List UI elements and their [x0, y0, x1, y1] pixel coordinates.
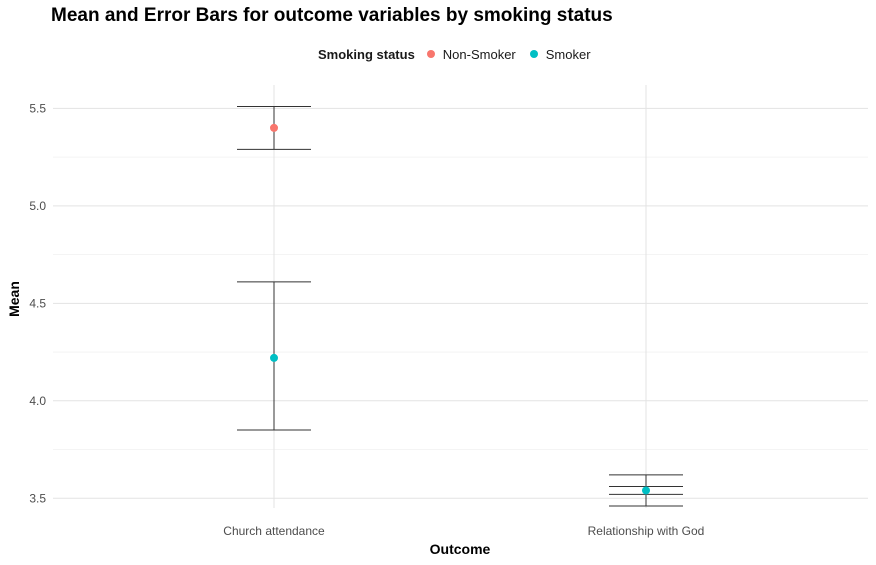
- error-bars: [237, 105, 683, 507]
- y-tick-label: 4.0: [29, 394, 46, 408]
- mean-point-non-smoker: [270, 123, 278, 132]
- mean-point-smoker: [642, 486, 650, 495]
- x-axis-title: Outcome: [430, 541, 491, 557]
- x-tick-label: Relationship with God: [588, 524, 705, 538]
- legend-key-smoker-icon: [529, 50, 538, 58]
- mean-point-smoker: [270, 353, 278, 362]
- gridlines: [53, 85, 868, 508]
- legend-key-non-smoker-icon: [426, 50, 435, 58]
- mean-points: [270, 123, 650, 495]
- legend-label-smoker: Smoker: [545, 46, 591, 62]
- legend-item-smoker: Smoker: [529, 46, 591, 62]
- x-tick-label: Church attendance: [223, 524, 325, 538]
- axis-ticks: 3.5 4.0 4.5 5.0 5.5 Church attendance Relation…: [29, 101, 704, 538]
- y-tick-label: 4.5: [29, 296, 46, 310]
- y-axis-title: Mean: [6, 281, 22, 317]
- chart-title: Mean and Error Bars for outcome variable…: [51, 5, 613, 26]
- legend-item-non-smoker: Non-Smoker: [426, 46, 516, 62]
- legend-label-non-smoker: Non-Smoker: [442, 46, 516, 62]
- y-tick-label: 5.5: [29, 101, 46, 115]
- legend: Smoking status Non-Smoker Smoker: [318, 45, 605, 63]
- y-tick-label: 5.0: [29, 199, 46, 213]
- y-tick-label: 3.5: [29, 491, 46, 505]
- legend-title: Smoking status: [318, 46, 415, 62]
